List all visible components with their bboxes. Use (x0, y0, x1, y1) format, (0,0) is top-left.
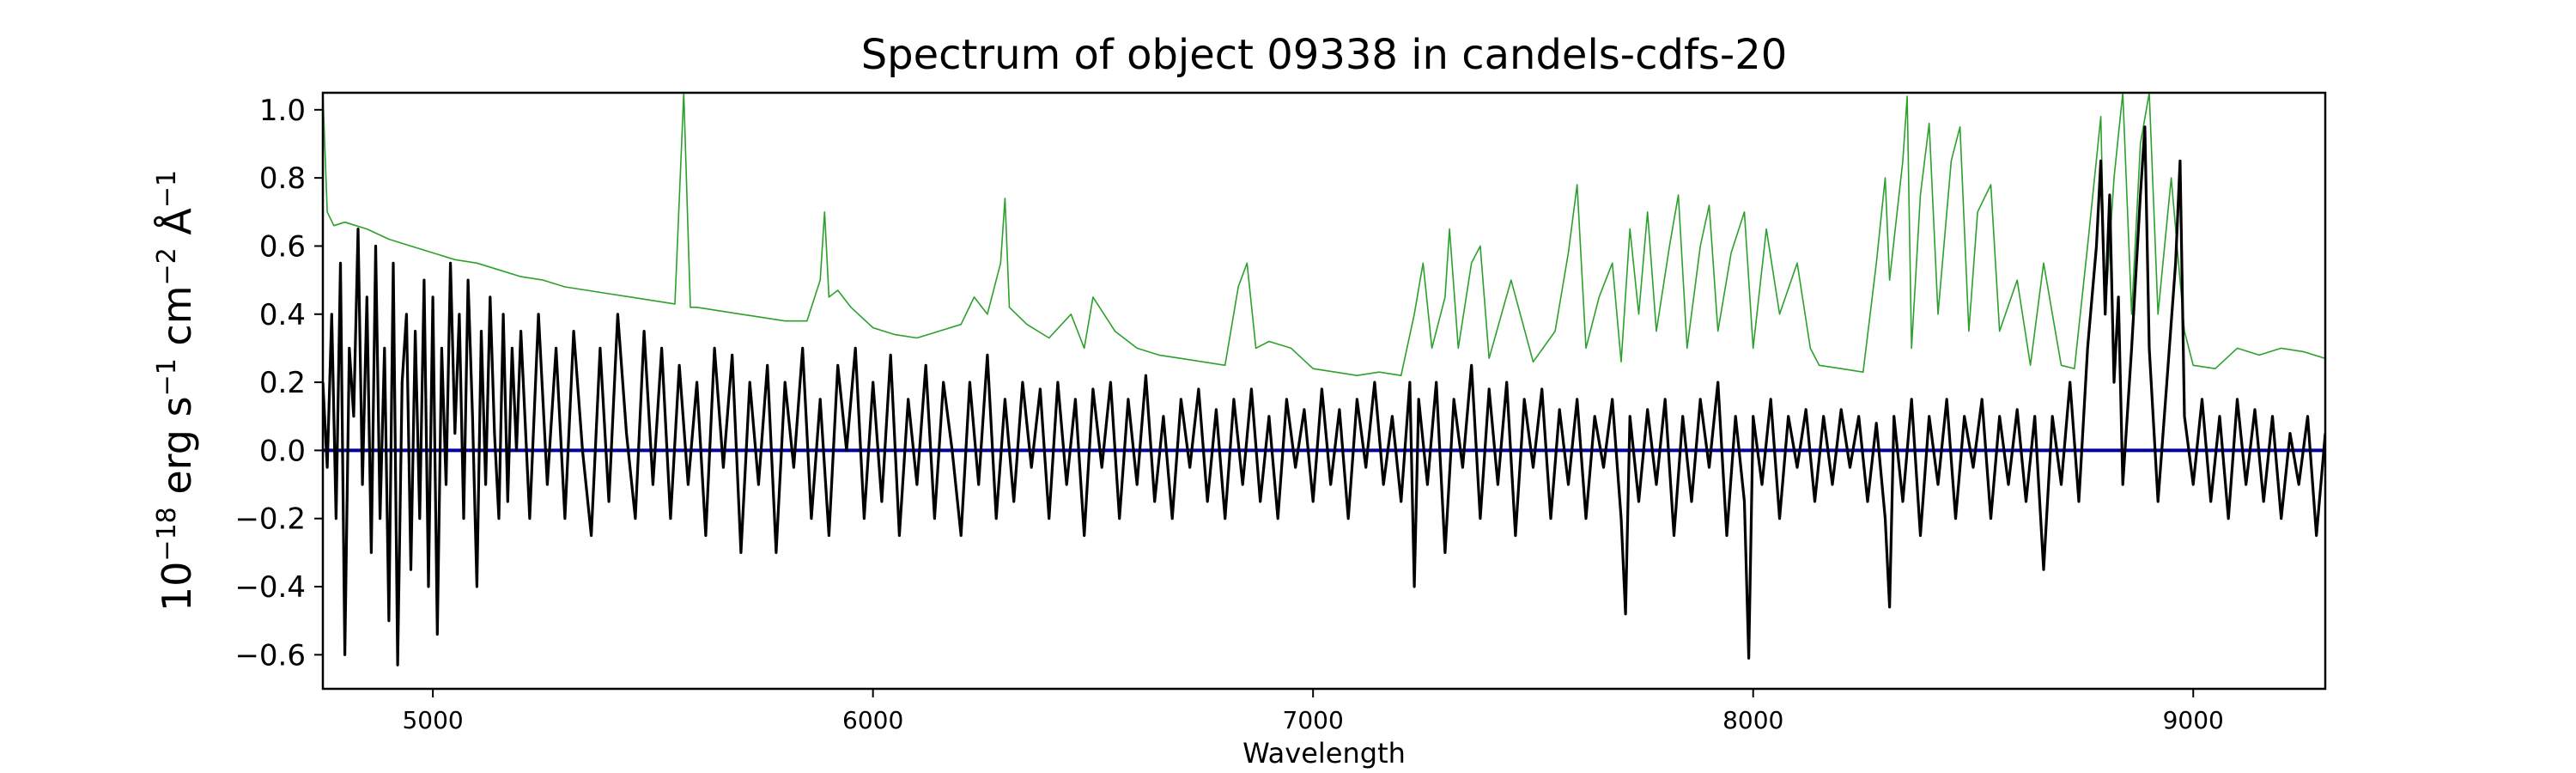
series-line-flux (323, 125, 2325, 666)
x-tick-label: 8000 (1722, 706, 1783, 734)
y-axis: −0.6 −0.4 −0.2 0.0 0.2 0.4 0.6 0.8 1.0 (234, 94, 323, 673)
series-line-noise (323, 93, 2325, 377)
x-tick-label: 5000 (402, 706, 463, 734)
y-label-prefix-exp: −18 (152, 507, 182, 561)
y-label-exp2: −2 (152, 247, 182, 285)
y-label-text1: erg s (154, 396, 200, 507)
x-tick-label: 7000 (1283, 706, 1344, 734)
y-tick-label: −0.4 (234, 570, 306, 605)
x-tick-label: 6000 (842, 706, 903, 734)
plot-frame (321, 91, 2327, 691)
y-axis-label: 10−18 erg s−1 cm−2 Å−1 (152, 170, 200, 612)
y-tick-label: 0.0 (259, 434, 306, 468)
series-layer (323, 93, 2325, 666)
y-label-exp3: −1 (152, 170, 182, 208)
x-axis-label: Wavelength (1242, 737, 1406, 770)
x-tick-label: 9000 (2163, 706, 2224, 734)
x-axis: 5000 6000 7000 8000 9000 (402, 689, 2224, 734)
y-label-exp1: −1 (152, 358, 182, 396)
y-tick-label: −0.6 (234, 638, 306, 673)
y-tick-label: 1.0 (259, 94, 306, 128)
y-tick-label: −0.2 (234, 502, 306, 537)
y-label-prefix: 10 (154, 562, 200, 612)
y-tick-label: 0.8 (259, 161, 306, 196)
y-label-text2: cm (154, 285, 200, 358)
y-label-text3: Å (154, 208, 200, 248)
y-tick-label: 0.6 (259, 229, 306, 264)
y-tick-label: 0.4 (259, 298, 306, 332)
y-tick-label: 0.2 (259, 366, 306, 400)
chart-title: Spectrum of object 09338 in candels-cdfs… (861, 31, 1788, 79)
